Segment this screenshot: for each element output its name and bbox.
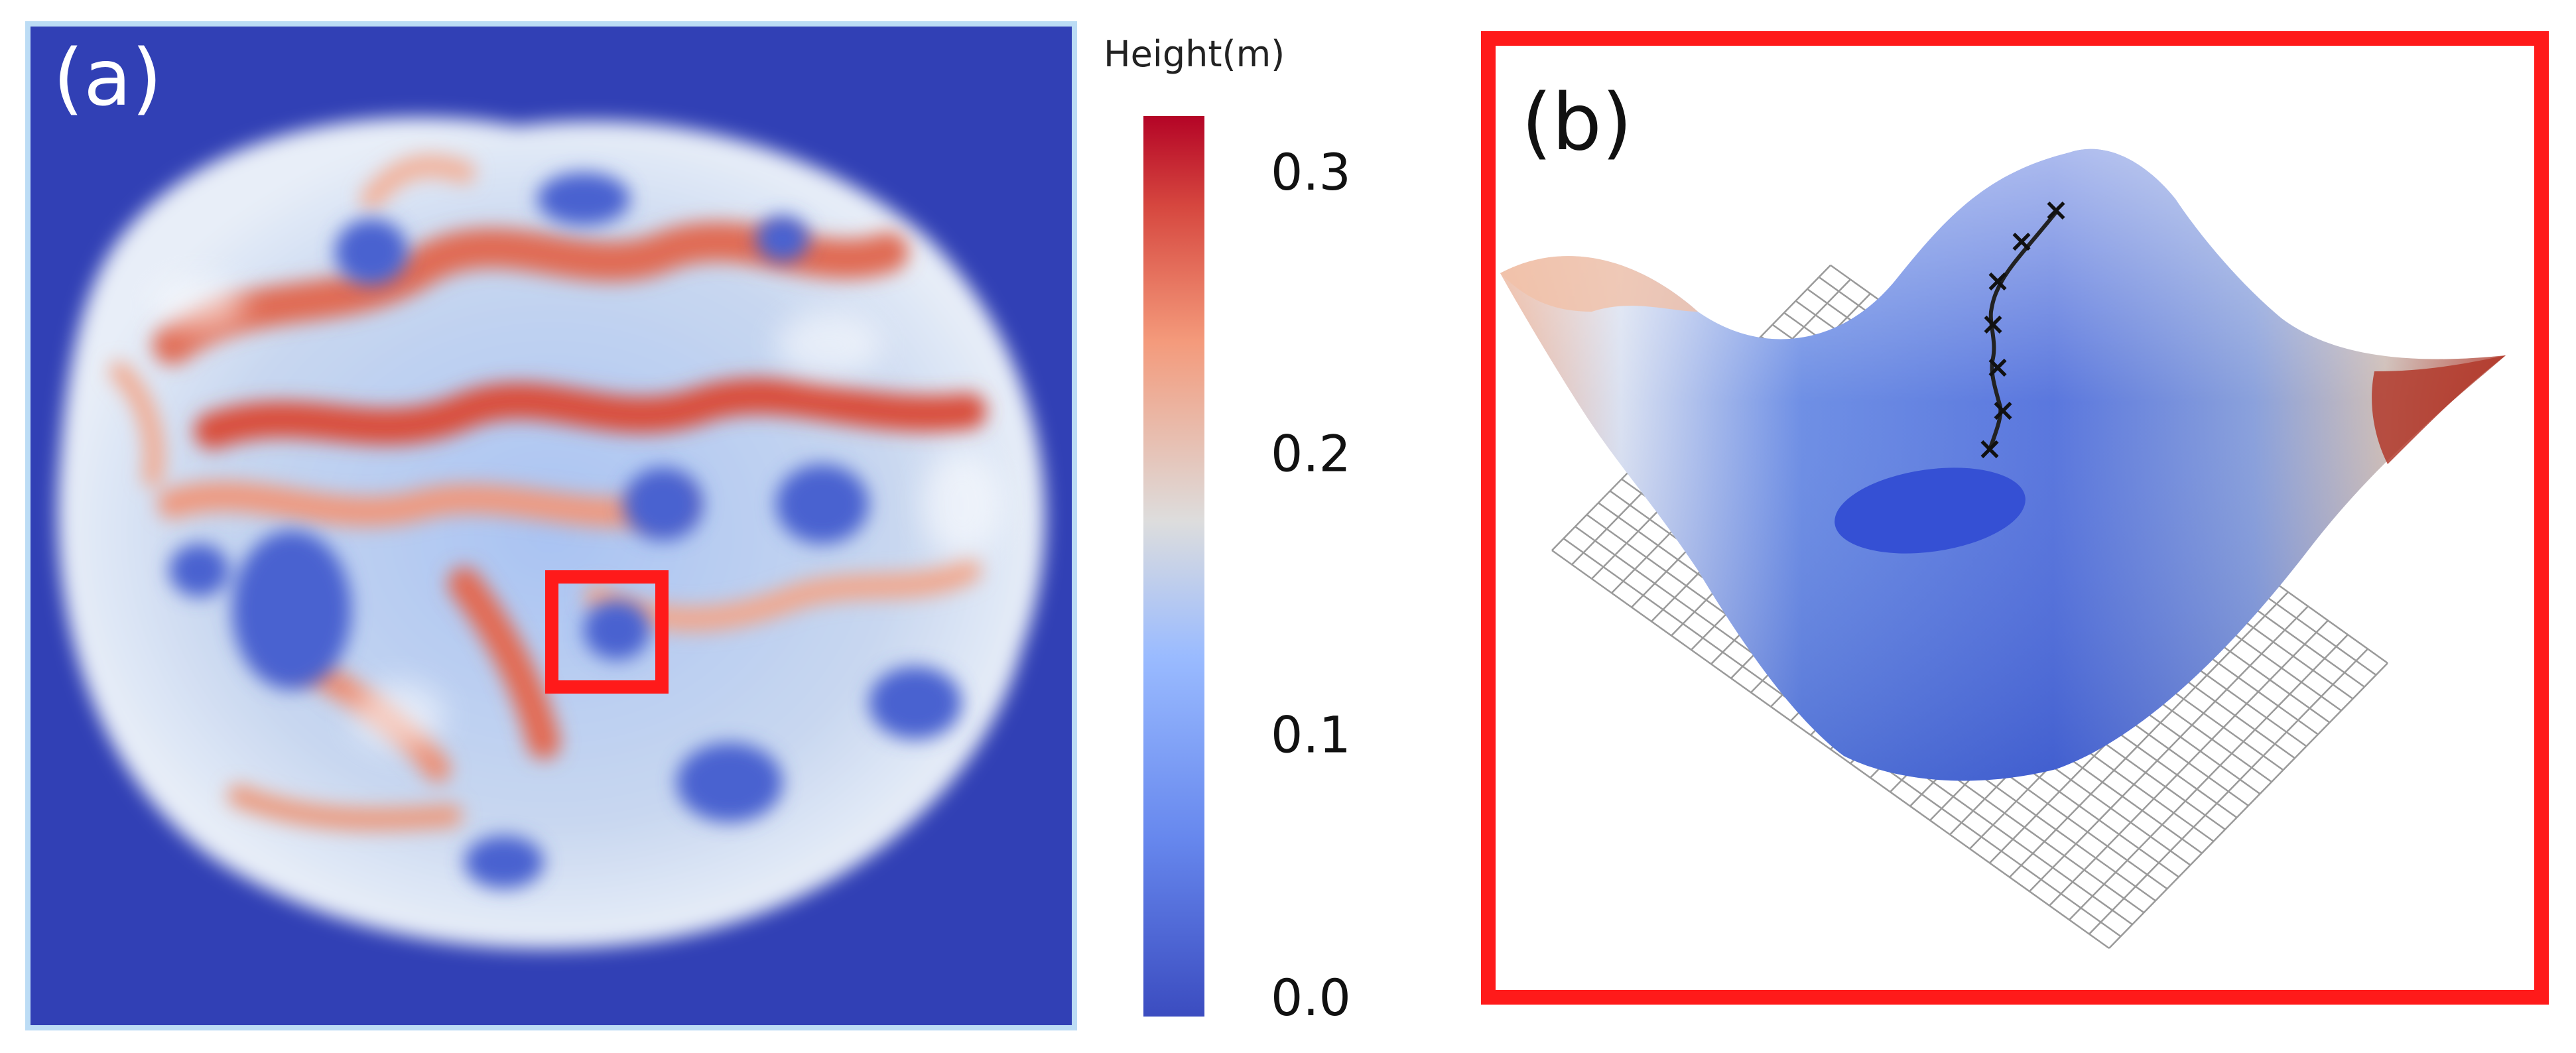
surface-rim-left (1500, 256, 1698, 312)
path-marker: × (2043, 192, 2069, 227)
colorbar-ticks: 0.3 0.2 0.1 0.0 (1271, 143, 1351, 1027)
colorbar: Height(m) 0.3 0.2 0.1 0.0 (1104, 33, 1351, 1027)
colorbar-tick-label: 0.1 (1271, 706, 1351, 765)
colorbar-tick-label: 0.3 (1271, 143, 1351, 202)
panel-b: ××××××× (b) (1481, 31, 2549, 1005)
colorbar-gradient (1143, 116, 1204, 1017)
panel-a: (a) (25, 21, 1077, 1030)
surface-shading (1500, 149, 2506, 781)
height-map (58, 117, 1045, 949)
grid-line (1551, 549, 2110, 950)
path-marker: × (2009, 223, 2035, 259)
path-marker: × (1977, 430, 2003, 466)
path-marker: × (1985, 349, 2011, 385)
surface-3d (1500, 149, 2506, 781)
colorbar-tick-label: 0.2 (1271, 424, 1351, 483)
panel-a-label: (a) (53, 32, 162, 123)
height-map-hollows (169, 172, 962, 889)
colorbar-title: Height(m) (1104, 33, 1285, 75)
path-marker: × (1985, 263, 2011, 298)
descent-path: ××××××× (1977, 192, 2069, 466)
highlight-box (545, 570, 669, 694)
height-map-highlights (153, 279, 1001, 749)
surface-basin (1835, 467, 2026, 554)
surface-rim-right (2372, 355, 2506, 464)
panel-b-label: (b) (1521, 76, 1632, 168)
path-marker: × (1990, 392, 2016, 428)
path-marker: × (1980, 306, 2006, 341)
path-markers: ××××××× (1977, 192, 2069, 466)
colorbar-tick-label: 0.0 (1271, 968, 1351, 1027)
descent-path-line (1988, 211, 2058, 451)
